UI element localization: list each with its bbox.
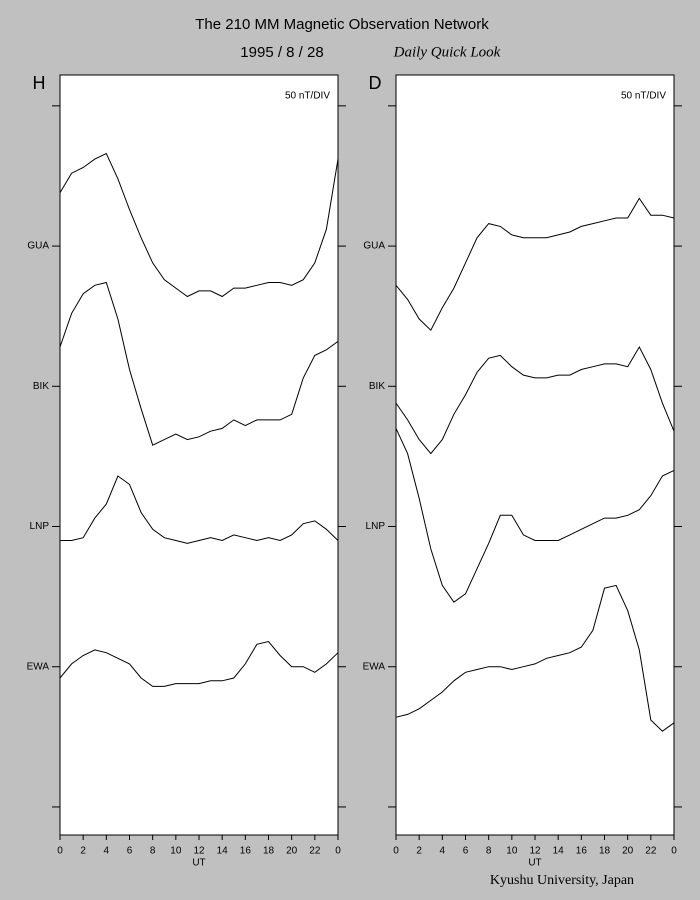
x-tick-label: 12 [529,846,541,857]
subtitle: Daily Quick Look [393,44,501,60]
x-tick-label: 2 [80,846,86,857]
x-tick-label: 6 [463,846,469,857]
x-tick-label: 14 [217,846,229,857]
x-tick-label: 0 [671,846,677,857]
trace [395,428,675,603]
footer: Kyushu University, Japan [490,873,634,888]
trace [395,584,675,732]
x-tick-label: 2 [416,846,422,857]
x-axis-label: UT [528,858,541,869]
trace [60,475,339,544]
y-tick-label: GUA [363,241,385,252]
y-tick-label: BIK [33,381,49,392]
x-tick-label: 20 [622,846,634,857]
x-tick-label: 8 [150,846,156,857]
trace [59,152,339,298]
trace [395,197,675,332]
x-tick-label: 0 [335,846,341,857]
x-tick-label: 6 [127,846,133,857]
x-tick-label: 16 [576,846,588,857]
plot-area [59,74,339,836]
y-tick-label: EWA [27,661,50,672]
trace [395,345,675,455]
x-tick-label: 8 [486,846,492,857]
x-tick-label: 18 [599,846,611,857]
panel-label: H [33,73,46,93]
x-tick-label: 4 [440,846,446,857]
y-tick-label: LNP [366,521,386,532]
x-tick-label: 0 [393,846,399,857]
x-tick-label: 12 [193,846,205,857]
x-axis-label: UT [192,858,205,869]
y-tick-label: EWA [363,661,386,672]
x-tick-label: 18 [263,846,275,857]
x-tick-label: 10 [506,846,518,857]
trace [59,281,339,446]
x-tick-label: 20 [286,846,298,857]
x-tick-label: 22 [645,846,657,857]
panel-label: D [369,73,382,93]
x-tick-label: 14 [553,846,565,857]
x-tick-label: 0 [57,846,63,857]
y-tick-label: LNP [30,521,50,532]
y-tick-label: GUA [27,241,49,252]
x-tick-label: 22 [309,846,321,857]
x-tick-label: 10 [170,846,182,857]
page-title: The 210 MM Magnetic Observation Network [195,16,489,33]
scale-label: 50 nT/DIV [285,91,330,102]
x-tick-label: 16 [240,846,252,857]
plot-area [395,74,675,836]
x-tick-label: 4 [104,846,110,857]
scale-label: 50 nT/DIV [621,91,666,102]
y-tick-label: BIK [369,381,385,392]
date: 1995 / 8 / 28 [240,44,323,61]
trace [59,640,339,687]
